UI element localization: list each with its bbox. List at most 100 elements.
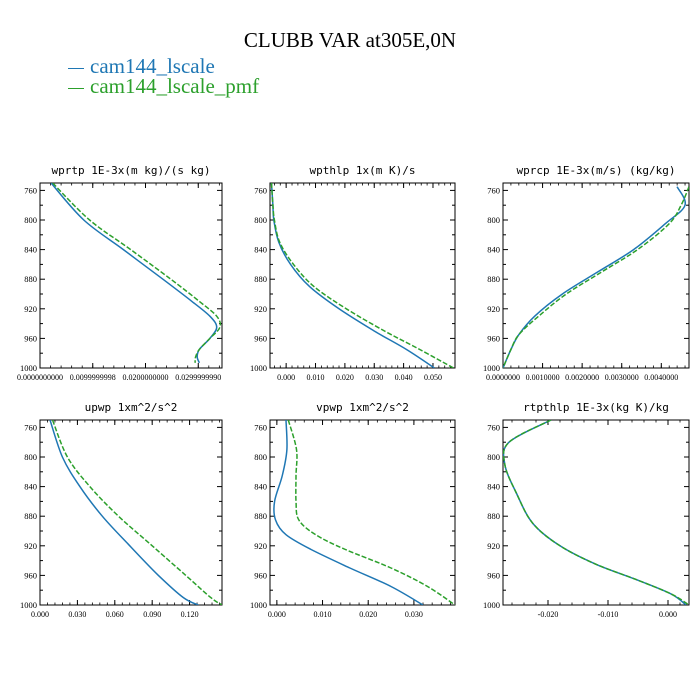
y-tick-label: 1000: [483, 600, 500, 610]
x-tick-label: 0.000: [31, 610, 49, 619]
legend-label-2: cam144_lscale_pmf: [90, 74, 260, 98]
y-tick-label: 960: [24, 570, 37, 580]
x-tick-label: 0.000: [277, 373, 295, 382]
y-tick-label: 1000: [250, 600, 267, 610]
x-tick-label: 0.040: [395, 373, 413, 382]
y-tick-label: 880: [487, 274, 500, 284]
x-tick-label: 0.120: [181, 610, 199, 619]
x-tick-label: -0.020: [538, 610, 559, 619]
y-tick-label: 960: [487, 570, 500, 580]
legend-entry-1: cam144_lscale: [68, 54, 215, 78]
legend-entry-2: cam144_lscale_pmf: [68, 74, 260, 98]
plot-frame: [502, 182, 690, 369]
y-tick-label: 760: [24, 185, 37, 195]
series-line-1: [49, 420, 199, 605]
x-tick-label: 0.000: [268, 610, 286, 619]
y-tick-label: 840: [487, 245, 500, 255]
y-tick-label: 880: [24, 274, 37, 284]
y-tick-label: 960: [487, 333, 500, 343]
y-tick-label: 760: [24, 422, 37, 432]
y-tick-label: 800: [24, 452, 37, 462]
x-tick-label: 0.010: [307, 373, 325, 382]
y-tick-label: 800: [254, 215, 267, 225]
x-tick-label: 0.020: [359, 610, 377, 619]
legend-swatch-2: [68, 87, 84, 89]
plot-frame: [269, 182, 456, 369]
series-line-2: [270, 183, 454, 368]
y-tick-label: 880: [254, 274, 267, 284]
y-tick-label: 880: [24, 511, 37, 521]
x-tick-label: 0.0200000000: [123, 373, 169, 382]
series-line-1: [270, 183, 435, 368]
figure-title: CLUBB VAR at305E,0N: [243, 28, 457, 52]
panel-title: wprcp 1E-3x(m/s) (kg/kg): [517, 164, 676, 177]
panel-title: upwp 1xm^2/s^2: [85, 401, 178, 414]
y-tick-label: 1000: [250, 363, 267, 373]
panel-1: wprtp 1E-3x(m kg)/(s kg) 760 800 840 880 920 9…: [17, 164, 223, 382]
legend-swatch-1: [68, 67, 84, 69]
x-tick-label: 0.030: [405, 610, 423, 619]
y-tick-label: 760: [254, 185, 267, 195]
y-tick-label: 800: [24, 215, 37, 225]
y-tick-label: 1000: [20, 600, 37, 610]
x-tick-label: -0.010: [598, 610, 619, 619]
panel-title: wpthlp 1x(m K)/s: [310, 164, 416, 177]
y-tick-label: 840: [254, 482, 267, 492]
x-tick-label: 0.010: [314, 610, 332, 619]
y-tick-label: 840: [487, 482, 500, 492]
panel-title: rtpthlp 1E-3x(kg K)/kg: [523, 401, 669, 414]
y-tick-label: 960: [24, 333, 37, 343]
plot-frame: [269, 419, 456, 606]
y-tick-label: 760: [254, 422, 267, 432]
x-tick-label: 0.0299999990: [175, 373, 221, 382]
y-tick-label: 960: [254, 570, 267, 580]
plot-frame: [39, 182, 223, 369]
y-tick-label: 880: [254, 511, 267, 521]
series-line-2: [503, 420, 689, 605]
y-tick-label: 920: [487, 541, 500, 551]
x-tick-label: 0.0010000: [526, 373, 560, 382]
series-line-2: [503, 186, 689, 368]
x-tick-label: 0.090: [143, 610, 161, 619]
series-line-1: [273, 420, 424, 605]
y-tick-label: 920: [24, 541, 37, 551]
legend-label-1: cam144_lscale: [90, 54, 215, 78]
y-tick-label: 840: [24, 482, 37, 492]
panel-3: wprcp 1E-3x(m/s) (kg/kg) 760 800 840 880 920 9…: [483, 164, 690, 382]
panel-4: upwp 1xm^2/s^2 760 800 840 880 920 960 10000.00…: [20, 401, 223, 619]
y-tick-label: 960: [254, 333, 267, 343]
series-line-2: [287, 420, 455, 605]
y-tick-label: 920: [487, 304, 500, 314]
panel-6: rtpthlp 1E-3x(kg K)/kg 760 800 840 880 920 960…: [483, 401, 690, 619]
y-tick-label: 920: [254, 304, 267, 314]
plot-frame: [39, 419, 223, 606]
x-tick-label: 0.030: [365, 373, 383, 382]
panel-2: wpthlp 1x(m K)/s 760 800 840 880 920 960 1000 0.…: [250, 164, 456, 382]
y-tick-label: 1000: [20, 363, 37, 373]
plot-frame: [502, 419, 690, 606]
y-tick-label: 920: [24, 304, 37, 314]
y-tick-label: 800: [254, 452, 267, 462]
x-tick-label: 0.0030000: [605, 373, 639, 382]
x-tick-label: 0.0000000: [486, 373, 520, 382]
x-tick-label: 0.0099999998: [70, 373, 116, 382]
panel-title: vpwp 1xm^2/s^2: [316, 401, 409, 414]
x-tick-label: 0.0020000: [565, 373, 599, 382]
y-tick-label: 1000: [483, 363, 500, 373]
y-tick-label: 840: [24, 245, 37, 255]
y-tick-label: 800: [487, 452, 500, 462]
y-tick-label: 920: [254, 541, 267, 551]
series-line-1: [503, 420, 687, 605]
x-tick-label: 0.020: [336, 373, 354, 382]
y-tick-label: 880: [487, 511, 500, 521]
x-tick-label: 0.050: [424, 373, 442, 382]
y-tick-label: 800: [487, 215, 500, 225]
x-tick-label: 0.0000000000: [17, 373, 63, 382]
panel-5: vpwp 1xm^2/s^2 760 800 840 880 920 960 10000.00…: [250, 401, 456, 619]
y-tick-label: 760: [487, 422, 500, 432]
x-tick-label: 0.030: [68, 610, 86, 619]
panel-title: wprtp 1E-3x(m kg)/(s kg): [52, 164, 211, 177]
y-tick-label: 760: [487, 185, 500, 195]
